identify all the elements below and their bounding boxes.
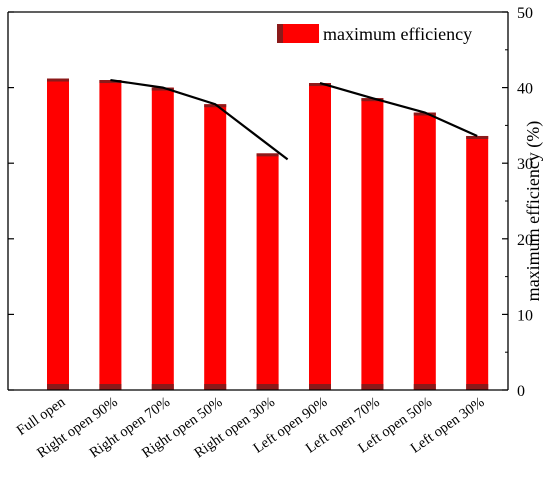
- bar-9: [466, 135, 489, 390]
- y-tick-label-50: 50: [517, 5, 533, 22]
- legend-swatch: [277, 24, 319, 43]
- bar-base-9: [466, 384, 489, 390]
- bar-cap-7: [361, 98, 384, 102]
- bar-base-3: [151, 384, 174, 390]
- legend: maximum efficiency: [277, 24, 472, 44]
- trend-line-2: [319, 82, 478, 137]
- bar-base-2: [99, 384, 122, 390]
- y-tick-label-40: 40: [517, 81, 533, 98]
- trend-lines-layer: [110, 78, 478, 161]
- legend-label: maximum efficiency: [323, 24, 472, 44]
- bar-cap-6: [309, 83, 331, 87]
- y-tick-label-30: 30: [517, 156, 533, 173]
- bar-base-7: [361, 384, 384, 390]
- trend-line-1: [110, 78, 289, 161]
- bar-cap-4: [204, 104, 227, 108]
- bar-6: [309, 83, 331, 391]
- y-ticks-layer: 0 10 20 30 40 50: [8, 5, 533, 400]
- y-tick-label-20: 20: [517, 232, 533, 249]
- bar-3: [151, 87, 174, 390]
- bar-cap-8: [413, 112, 436, 116]
- bar-cap-2: [99, 80, 122, 84]
- y-axis-title: maximum efficiency (%): [523, 121, 544, 302]
- bar-4: [204, 104, 227, 391]
- bars-layer: [47, 78, 489, 391]
- bar-cap-5: [256, 153, 279, 157]
- bar-base-4: [204, 384, 227, 390]
- bar-base-1: [47, 384, 69, 390]
- bar-base-6: [309, 384, 331, 390]
- bar-2: [99, 80, 122, 390]
- bar-1: [47, 78, 69, 390]
- bar-cap-9: [466, 135, 489, 139]
- y-tick-label-0: 0: [517, 383, 525, 400]
- bar-cap-1: [47, 78, 69, 82]
- bar-8: [413, 112, 436, 390]
- bar-7: [361, 98, 384, 391]
- bar-base-8: [413, 384, 436, 390]
- y-tick-label-10: 10: [517, 307, 533, 324]
- legend-swatch-base: [277, 24, 283, 43]
- bar-cap-3: [151, 87, 174, 91]
- bar-base-5: [256, 384, 279, 390]
- bar-5: [256, 153, 279, 390]
